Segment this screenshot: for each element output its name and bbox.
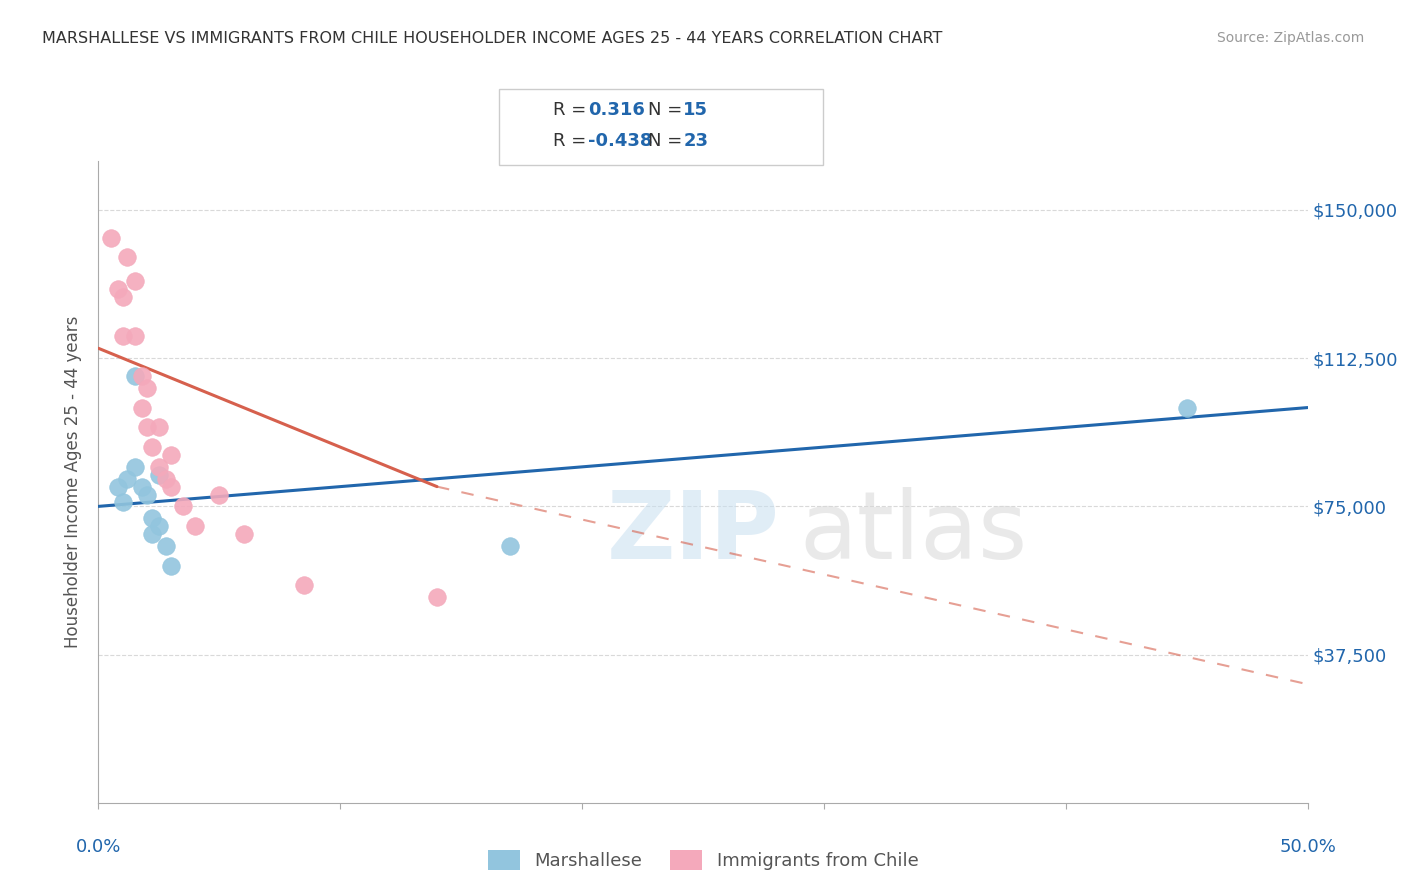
Text: 23: 23: [683, 132, 709, 150]
Text: MARSHALLESE VS IMMIGRANTS FROM CHILE HOUSEHOLDER INCOME AGES 25 - 44 YEARS CORRE: MARSHALLESE VS IMMIGRANTS FROM CHILE HOU…: [42, 31, 942, 46]
Point: [107, 282, 129, 296]
Point: [141, 511, 163, 525]
Point: [292, 578, 315, 592]
Point: [131, 480, 153, 494]
Point: [135, 381, 157, 395]
Legend: Marshallese, Immigrants from Chile: Marshallese, Immigrants from Chile: [481, 843, 925, 877]
Text: N =: N =: [648, 132, 688, 150]
Point: [426, 591, 449, 605]
Text: R =: R =: [553, 132, 592, 150]
Point: [148, 467, 170, 482]
Text: -0.438: -0.438: [588, 132, 652, 150]
Text: Source: ZipAtlas.com: Source: ZipAtlas.com: [1216, 31, 1364, 45]
Point: [124, 459, 146, 474]
Text: R =: R =: [553, 101, 592, 119]
Point: [184, 519, 207, 533]
Point: [148, 459, 170, 474]
Point: [155, 539, 177, 553]
Point: [148, 519, 170, 533]
Point: [124, 274, 146, 288]
Point: [111, 495, 134, 509]
Text: 0.0%: 0.0%: [76, 838, 121, 856]
Point: [117, 472, 139, 486]
Point: [117, 251, 139, 265]
Point: [148, 420, 170, 434]
Point: [100, 230, 122, 244]
Point: [141, 440, 163, 454]
Point: [135, 487, 157, 501]
Point: [111, 329, 134, 343]
Point: [160, 480, 183, 494]
Point: [107, 480, 129, 494]
Point: [160, 558, 183, 573]
Text: ZIP: ZIP: [606, 487, 779, 579]
Point: [208, 487, 231, 501]
Point: [124, 329, 146, 343]
Point: [124, 368, 146, 383]
Point: [160, 448, 183, 462]
Point: [498, 539, 520, 553]
Point: [131, 401, 153, 415]
Text: N =: N =: [648, 101, 688, 119]
Text: atlas: atlas: [800, 487, 1028, 579]
Text: 0.316: 0.316: [588, 101, 644, 119]
Point: [232, 527, 254, 541]
Point: [141, 527, 163, 541]
Point: [1175, 401, 1198, 415]
Point: [172, 500, 194, 514]
Text: 15: 15: [683, 101, 709, 119]
Point: [155, 472, 177, 486]
Point: [131, 368, 153, 383]
Point: [111, 290, 134, 304]
Point: [135, 420, 157, 434]
Y-axis label: Householder Income Ages 25 - 44 years: Householder Income Ages 25 - 44 years: [65, 316, 83, 648]
Text: 50.0%: 50.0%: [1279, 838, 1336, 856]
